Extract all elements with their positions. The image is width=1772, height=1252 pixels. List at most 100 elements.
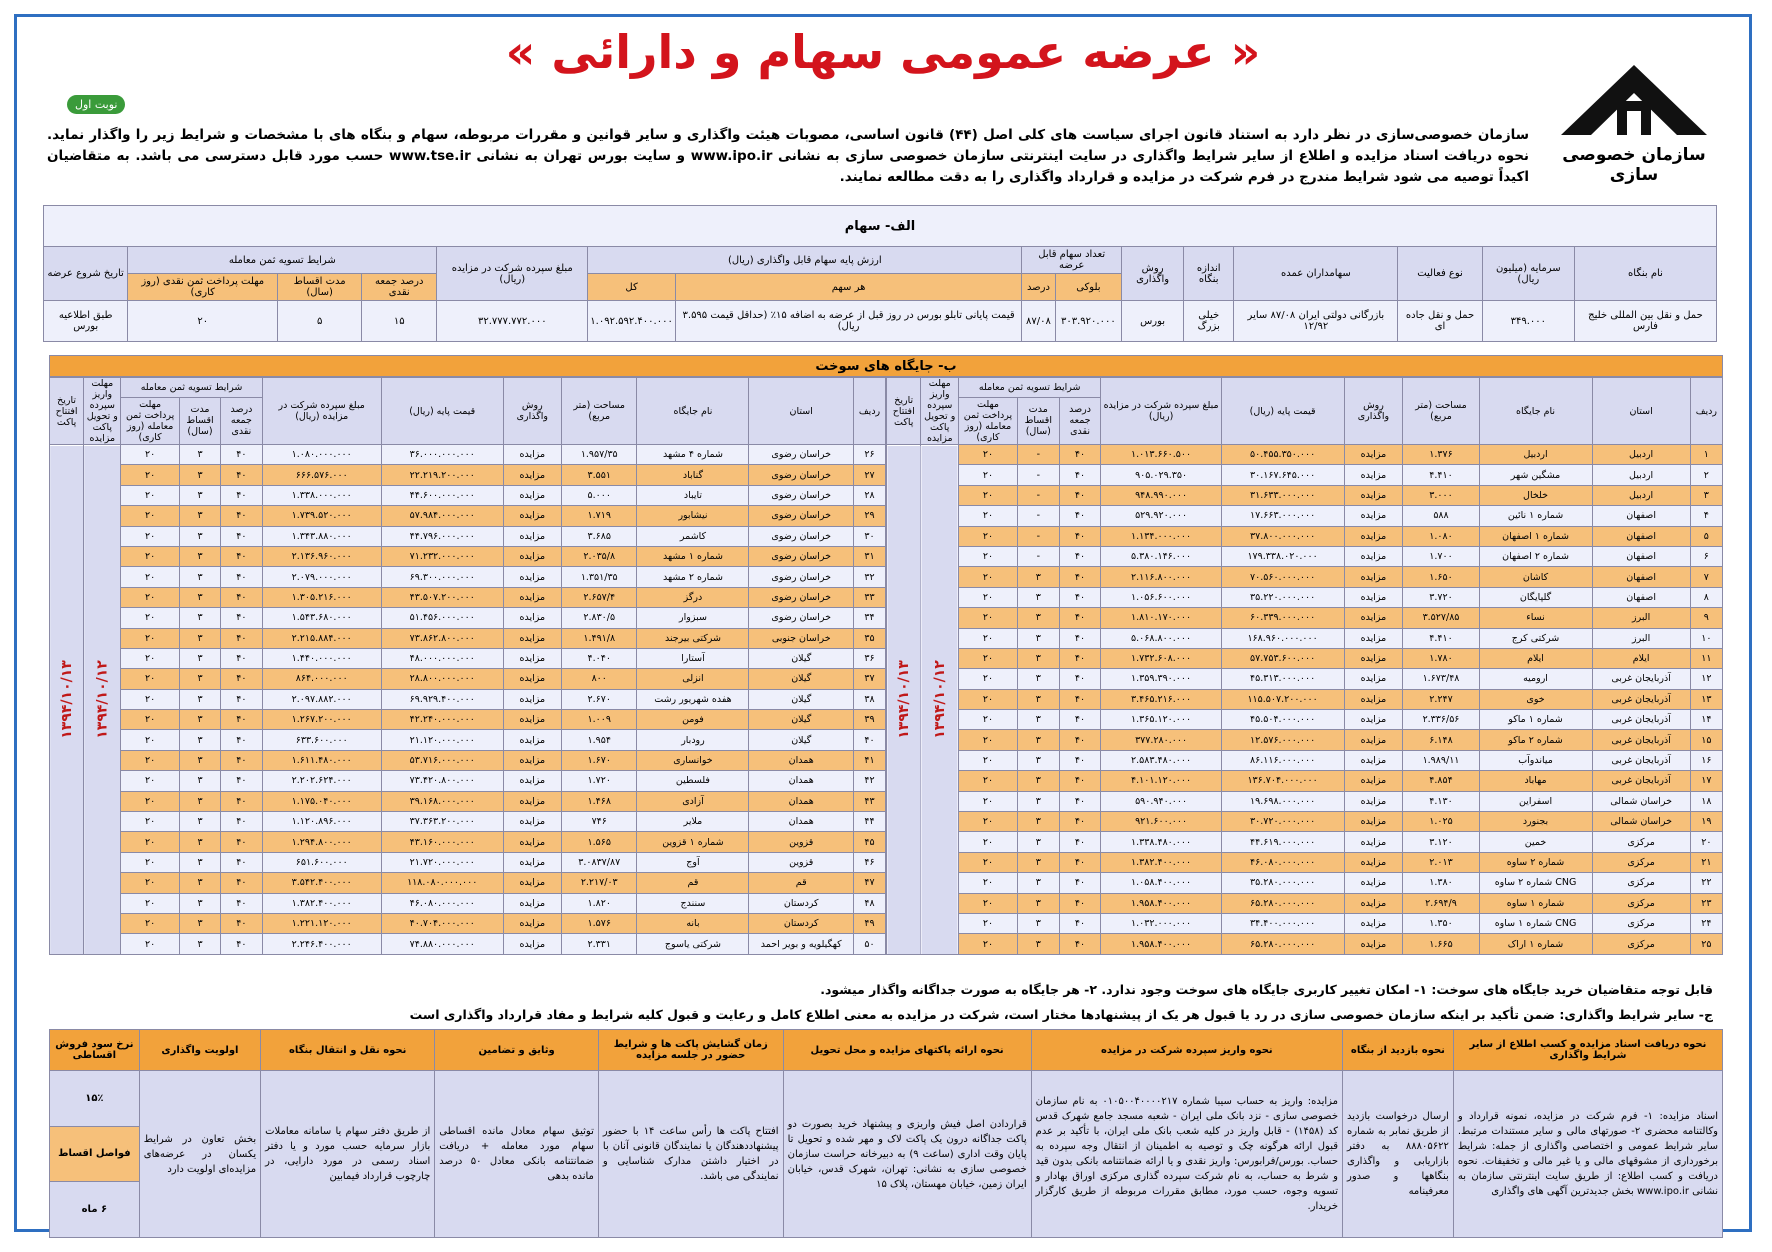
cell: ۱.۳۸۲.۴۰۰.۰۰۰ [261, 892, 382, 914]
cell: ۲۰ [120, 892, 180, 914]
cell: ۱.۰۸۰.۰۰۰.۰۰۰ [261, 443, 382, 466]
cell: خراسان شمالی [1591, 790, 1691, 813]
cell: مزایده [1343, 709, 1404, 731]
cell: ۲۱.۱۲۰.۰۰۰.۰۰۰ [380, 729, 504, 751]
th: شرایط تسویه ثمن معامله [120, 377, 263, 398]
th: قیمت پایه (ریال) [380, 377, 504, 445]
cell: ۴۰ [1058, 505, 1102, 527]
cell: مرکزی [1591, 892, 1691, 914]
cell: CNG شماره ۱ ساوه [1478, 912, 1593, 935]
cell: ۴۰ [1058, 872, 1102, 894]
cell: ۱.۵۶۵ [560, 831, 638, 853]
cell: ۳۷ [853, 668, 886, 690]
other-header: نحوه دریافت اسناد مزایده و کسب اطلاع از … [49, 1029, 1724, 1071]
cell: ۱.۱۲۰.۸۹۶.۰۰۰ [261, 811, 382, 833]
cell: ۳۹ [853, 709, 886, 731]
th: ردیف [1689, 377, 1724, 445]
th: سرمایه (میلیون ریال) [1481, 246, 1575, 301]
cell: ۴۳ [853, 790, 886, 813]
cell: ۴۱ [853, 749, 886, 772]
cell: ۴۰ [1058, 729, 1102, 751]
cell: ۲۰ [120, 443, 180, 466]
fuel-row: ۳۴ خراسان رضوی سبزوار ۲.۸۳۰/۵ مزایده ۵۱.۴۵۶.۰… [50, 607, 886, 629]
fuel-table: ردیف استان نام جایگاه مساحت (متر مربع) روش و… [48, 377, 886, 955]
cell: ۳ [178, 607, 222, 629]
cell: مرکزی [1591, 933, 1691, 955]
cell: ۳۴۹.۰۰۰ [1481, 300, 1575, 342]
cell: ۴۷ [853, 872, 886, 894]
cell: ۴۳.۵۰۷.۲۰۰.۰۰۰ [380, 586, 504, 609]
cell: ۲۸ [853, 484, 886, 507]
cell: ۶ [1689, 545, 1724, 568]
cell: ۴ [1689, 505, 1724, 527]
rate-cell: فواصل اقساط [49, 1125, 140, 1183]
th: تعداد سهام قابل عرضه [1021, 246, 1123, 274]
cell: ۳ [1016, 709, 1060, 731]
cell: ۹۴۸.۹۹۰.۰۰۰ [1100, 484, 1222, 507]
cell: ۳ [1689, 484, 1724, 507]
th: مهلت واریز سپرده و تحویل پاکت مزایده [920, 377, 960, 445]
cell: ۱.۶۶۵ [1402, 933, 1480, 955]
cell: مزایده [502, 749, 563, 772]
cell: ۴۰ [1058, 545, 1102, 568]
cell: ۱.۰۸۰ [1402, 525, 1480, 547]
cell: ۵۳.۷۱۶.۰۰۰.۰۰۰ [380, 749, 504, 772]
cell: ۲۰ [120, 627, 180, 649]
cell: مزایده [1343, 851, 1404, 874]
cell: ۳ [178, 443, 222, 466]
cell: مزایده [1343, 627, 1404, 649]
cell: ۴۴ [853, 811, 886, 833]
cell: ۳.۰۰۰ [1402, 484, 1480, 507]
cell: ۳ [178, 811, 222, 833]
cell: ۲۰ [120, 749, 180, 772]
cell: ۳ [178, 545, 222, 568]
cell: CNG شماره ۲ ساوه [1478, 872, 1593, 894]
cell: ۴۰ [220, 464, 263, 486]
cell: ۳۰ [853, 525, 886, 547]
cell: ۱۹.۶۹۸.۰۰۰.۰۰۰ [1220, 790, 1345, 813]
cell: ۱.۳۵۱/۳۵ [560, 566, 638, 588]
th: وثایق و تضامین [434, 1029, 599, 1071]
cell: ۲۰ [958, 831, 1018, 853]
cell: سنندج [636, 892, 750, 914]
cell: ۳ [1016, 912, 1060, 935]
header-row: ردیف استان نام جایگاه مساحت (متر مربع) روش و… [885, 377, 1724, 445]
ad-page: « عرضه عمومی سهام و دارائی » نوبت اول سا… [14, 14, 1752, 1238]
cell: ۲.۰۱۳ [1402, 851, 1480, 874]
cell: ۳۴ [853, 607, 886, 629]
fuel-row: ۲ اردبیل مشگین شهر ۴.۴۱۰ مزایده ۳۰.۱۶۷.۶۴۵.۰۰… [887, 464, 1724, 486]
cell: ۴۰ [220, 647, 263, 670]
cell: ۲۰ [958, 545, 1018, 568]
cell: انزلی [636, 668, 750, 690]
cell: ۱.۸۱۰.۱۷۰.۰۰۰ [1100, 607, 1222, 629]
th: مهلت پرداخت ثمن معامله (روز کاری) [958, 396, 1018, 446]
cell: ۴۰ [220, 831, 263, 853]
cell: ۲۰ [958, 770, 1018, 792]
cell: آذربایجان غربی [1591, 749, 1691, 772]
fuel-row: ۴۱ همدان خوانساری ۱.۶۷۰ مزایده ۵۳.۷۱۶.۰۰۰.۰۰۰… [50, 749, 886, 772]
cell: ۴۶ [853, 851, 886, 874]
cell: آذربایجان غربی [1591, 688, 1691, 711]
cell: ۱.۱۳۴.۰۰۰.۰۰۰ [1100, 525, 1222, 547]
cell: خراسان رضوی [748, 586, 854, 609]
cell: ۵۱.۴۵۶.۰۰۰.۰۰۰ [380, 607, 504, 629]
cell: ۲۰ [120, 729, 180, 751]
cell: ۴۰ [1058, 770, 1102, 792]
cell: ۳۲ [853, 566, 886, 588]
th: درصد جمعه نقدی [220, 396, 263, 446]
cell: ۲۰ [120, 464, 180, 486]
cell: ۱.۹۵۸.۴۰۰.۰۰۰ [1100, 933, 1222, 955]
cell: ۱۴ [1689, 709, 1724, 731]
cell: ۲۰ [958, 790, 1018, 813]
cell: مزایده: واریز به حساب سیبا شماره ۰۱۰۵۰۰۴… [1030, 1070, 1344, 1238]
fuel-row: ۳۶ گیلان آستارا ۴.۰۴۰ مزایده ۴۸.۰۰۰.۰۰۰.۰۰۰ ۱.… [50, 647, 886, 670]
cell: ۱۲.۵۷۶.۰۰۰.۰۰۰ [1220, 729, 1345, 751]
cell: رودبار [636, 729, 750, 751]
th: درصد جمعه نقدی [361, 273, 438, 301]
cell: ۳۶ [853, 647, 886, 670]
cell: ۲۵ [1689, 933, 1724, 955]
fuel-row: ۴۴ همدان ملایر ۷۴۶ مزایده ۳۷.۳۶۳.۲۰۰.۰۰۰ ۱.۱۲۰… [50, 811, 886, 833]
cell: مزایده [502, 770, 563, 792]
cell: ۲۳ [1689, 892, 1724, 914]
cell: ۲۰ [120, 545, 180, 568]
